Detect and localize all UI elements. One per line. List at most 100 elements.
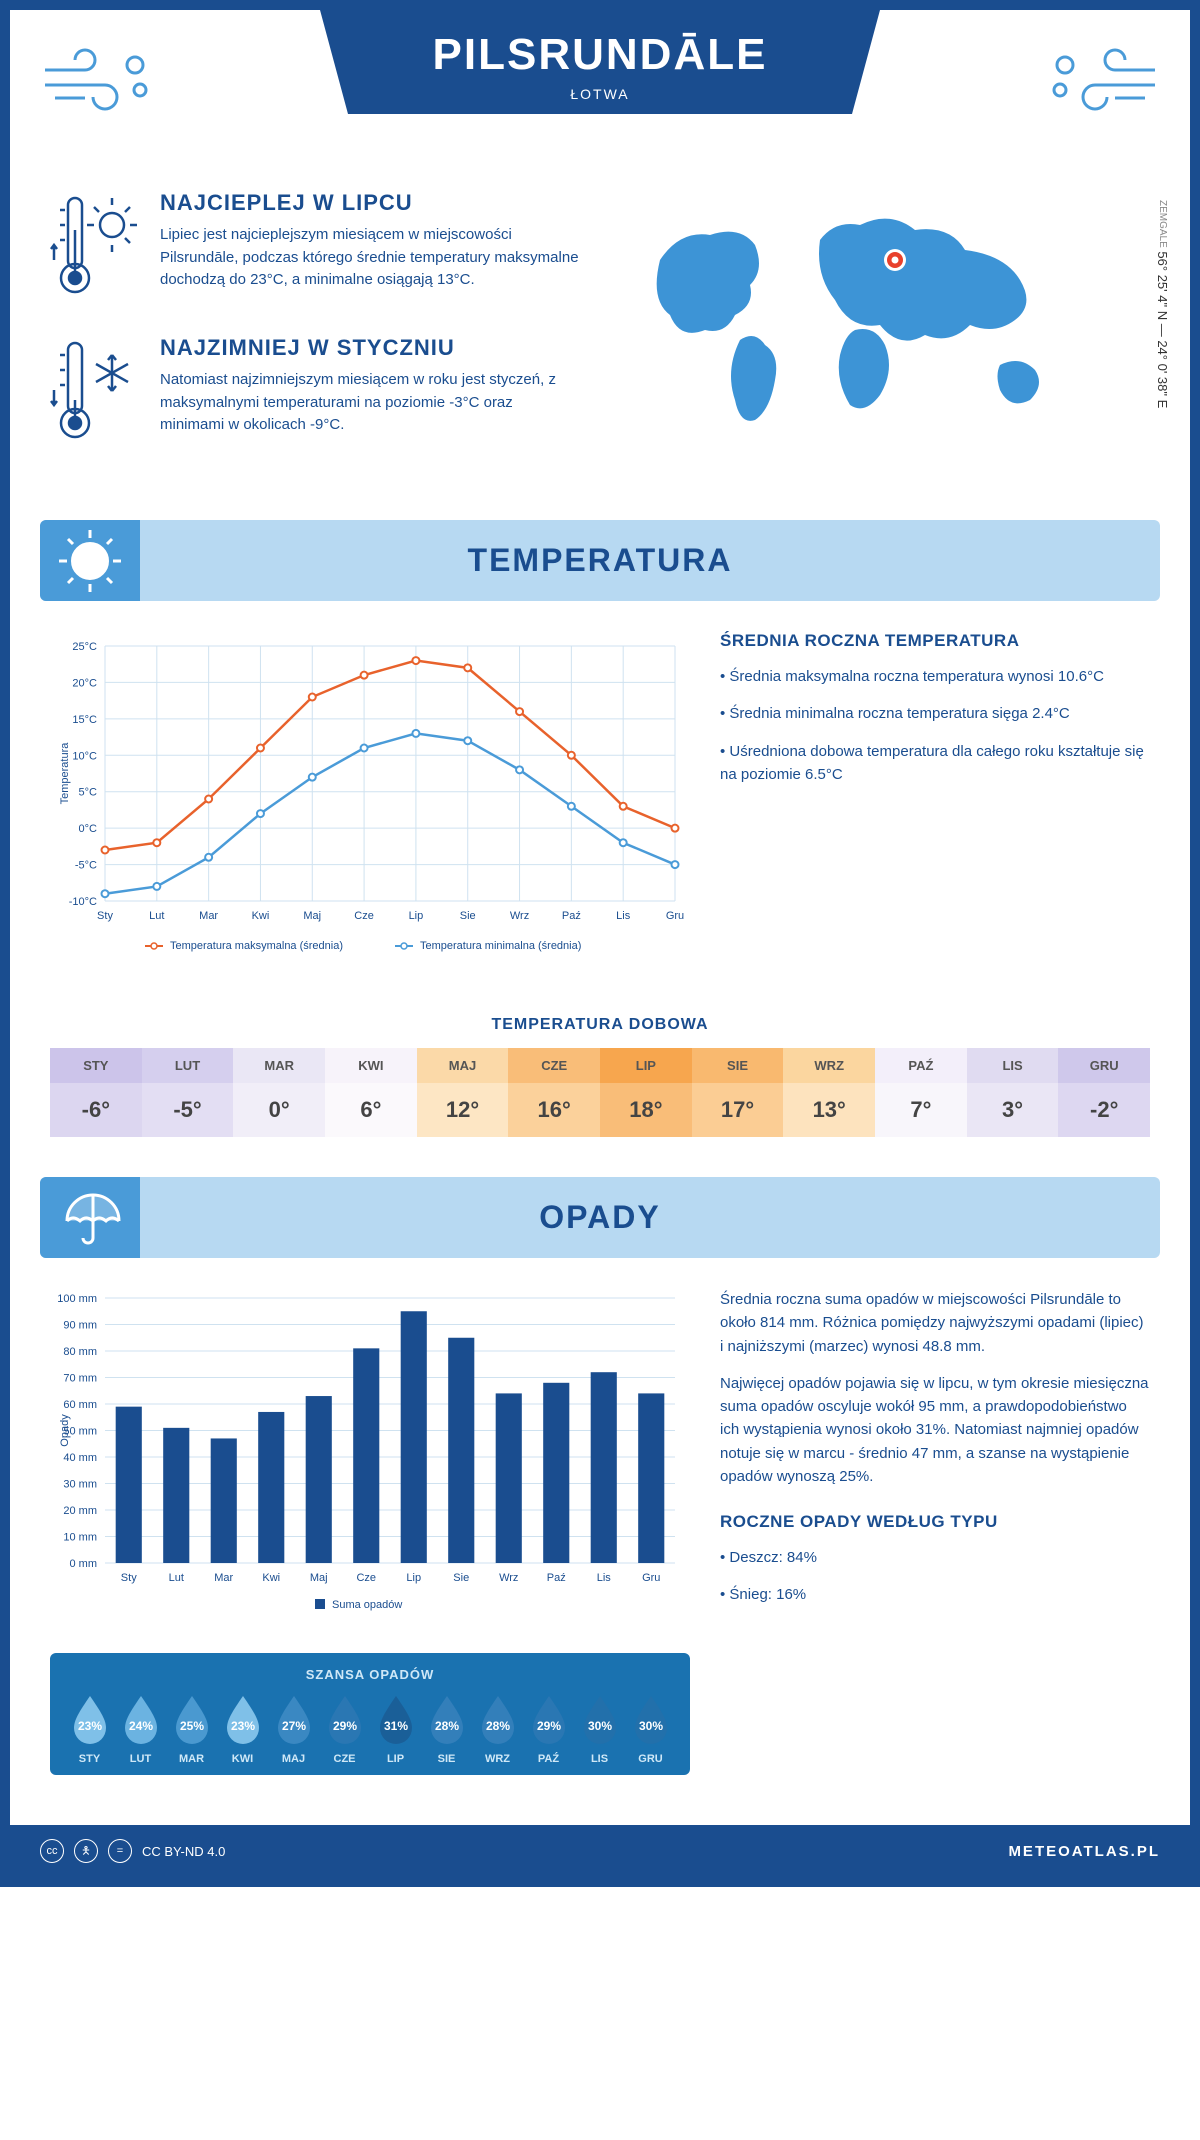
- svg-text:23%: 23%: [230, 1719, 254, 1733]
- svg-text:27%: 27%: [281, 1719, 305, 1733]
- daily-cell: MAR0°: [233, 1048, 325, 1137]
- fact-cold-title: NAJZIMNIEJ W STYCZNIU: [160, 335, 580, 361]
- daily-cell: STY-6°: [50, 1048, 142, 1137]
- fact-cold-text: Natomiast najzimniejszym miesiącem w rok…: [160, 369, 580, 437]
- svg-text:24%: 24%: [128, 1719, 152, 1733]
- daily-cell: KWI6°: [325, 1048, 417, 1137]
- chance-drop: 31%LIP: [370, 1692, 421, 1765]
- svg-text:Lut: Lut: [169, 1572, 184, 1584]
- svg-text:20 mm: 20 mm: [63, 1505, 97, 1517]
- svg-text:30%: 30%: [638, 1719, 662, 1733]
- svg-text:Sie: Sie: [453, 1572, 469, 1584]
- svg-text:80 mm: 80 mm: [63, 1346, 97, 1358]
- chance-drop: 25%MAR: [166, 1692, 217, 1765]
- svg-text:Sty: Sty: [121, 1572, 137, 1584]
- svg-text:Sie: Sie: [460, 910, 476, 922]
- temp-avg-title: ŚREDNIA ROCZNA TEMPERATURA: [720, 631, 1150, 651]
- svg-text:31%: 31%: [383, 1719, 407, 1733]
- svg-text:30 mm: 30 mm: [63, 1479, 97, 1491]
- sun-icon: [40, 520, 140, 601]
- svg-text:Lut: Lut: [149, 910, 164, 922]
- svg-text:10 mm: 10 mm: [63, 1532, 97, 1544]
- chance-drop: 27%MAJ: [268, 1692, 319, 1765]
- license-text: CC BY-ND 4.0: [142, 1844, 225, 1859]
- svg-text:100 mm: 100 mm: [57, 1293, 97, 1305]
- fact-hot-text: Lipiec jest najcieplejszym miesiącem w m…: [160, 224, 580, 292]
- daily-cell: GRU-2°: [1058, 1048, 1150, 1137]
- precip-chance-box: SZANSA OPADÓW 23%STY24%LUT25%MAR23%KWI27…: [50, 1653, 690, 1775]
- section-temp-title: TEMPERATURA: [40, 542, 1160, 579]
- svg-text:70 mm: 70 mm: [63, 1373, 97, 1385]
- svg-text:Maj: Maj: [310, 1572, 328, 1584]
- svg-text:29%: 29%: [332, 1719, 356, 1733]
- svg-text:23%: 23%: [77, 1719, 101, 1733]
- temperature-chart: -10°C-5°C0°C5°C10°C15°C20°C25°CStyLutMar…: [50, 631, 690, 971]
- daily-cell: CZE16°: [508, 1048, 600, 1137]
- svg-text:Mar: Mar: [214, 1572, 233, 1584]
- svg-text:Suma opadów: Suma opadów: [332, 1599, 402, 1611]
- svg-text:15°C: 15°C: [72, 714, 97, 726]
- chance-drop: 30%GRU: [625, 1692, 676, 1765]
- footer: cc 🯅 = CC BY-ND 4.0 METEOATLAS.PL: [10, 1825, 1190, 1877]
- svg-text:Temperatura maksymalna (średni: Temperatura maksymalna (średnia): [170, 940, 343, 952]
- precip-type-rain: • Deszcz: 84%: [720, 1546, 1150, 1569]
- section-temperature-banner: TEMPERATURA: [40, 520, 1160, 601]
- chance-drop: 23%STY: [64, 1692, 115, 1765]
- svg-text:28%: 28%: [434, 1719, 458, 1733]
- precip-para-1: Średnia roczna suma opadów w miejscowośc…: [720, 1288, 1150, 1358]
- world-map: [620, 190, 1100, 450]
- daily-cell: WRZ13°: [783, 1048, 875, 1137]
- nd-icon: =: [108, 1839, 132, 1863]
- temp-bullet-1: • Średnia maksymalna roczna temperatura …: [720, 665, 1150, 688]
- svg-text:Lip: Lip: [409, 910, 424, 922]
- thermometer-sun-icon: [50, 190, 140, 305]
- svg-text:Gru: Gru: [666, 910, 684, 922]
- precipitation-chart: 0 mm10 mm20 mm30 mm40 mm50 mm60 mm70 mm8…: [50, 1288, 690, 1628]
- temp-bullet-3: • Uśredniona dobowa temperatura dla całe…: [720, 740, 1150, 787]
- svg-text:Paź: Paź: [562, 910, 581, 922]
- svg-text:Kwi: Kwi: [252, 910, 270, 922]
- svg-text:-5°C: -5°C: [75, 860, 97, 872]
- svg-text:29%: 29%: [536, 1719, 560, 1733]
- chance-drop: 30%LIS: [574, 1692, 625, 1765]
- daily-cell: LIS3°: [967, 1048, 1059, 1137]
- svg-text:Sty: Sty: [97, 910, 113, 922]
- section-precip-title: OPADY: [40, 1199, 1160, 1236]
- svg-text:5°C: 5°C: [79, 787, 98, 799]
- svg-text:10°C: 10°C: [72, 750, 97, 762]
- svg-text:Temperatura minimalna (średnia: Temperatura minimalna (średnia): [420, 940, 581, 952]
- chance-title: SZANSA OPADÓW: [64, 1667, 676, 1682]
- daily-temp-table: STY-6°LUT-5°MAR0°KWI6°MAJ12°CZE16°LIP18°…: [50, 1048, 1150, 1137]
- svg-text:Cze: Cze: [354, 910, 374, 922]
- fact-hot-title: NAJCIEPLEJ W LIPCU: [160, 190, 580, 216]
- svg-text:Lis: Lis: [597, 1572, 612, 1584]
- daily-cell: SIE17°: [692, 1048, 784, 1137]
- svg-text:40 mm: 40 mm: [63, 1452, 97, 1464]
- svg-text:Lis: Lis: [616, 910, 631, 922]
- svg-text:20°C: 20°C: [72, 677, 97, 689]
- cc-icon: cc: [40, 1839, 64, 1863]
- svg-text:Kwi: Kwi: [262, 1572, 280, 1584]
- precip-type-snow: • Śnieg: 16%: [720, 1583, 1150, 1606]
- site-name: METEOATLAS.PL: [1008, 1843, 1160, 1860]
- daily-cell: MAJ12°: [417, 1048, 509, 1137]
- svg-text:-10°C: -10°C: [69, 896, 97, 908]
- svg-text:Temperatura: Temperatura: [59, 742, 71, 805]
- chance-drop: 29%CZE: [319, 1692, 370, 1765]
- svg-text:30%: 30%: [587, 1719, 611, 1733]
- svg-text:90 mm: 90 mm: [63, 1320, 97, 1332]
- fact-hottest: NAJCIEPLEJ W LIPCU Lipiec jest najcieple…: [50, 190, 580, 305]
- precip-para-2: Najwięcej opadów pojawia się w lipcu, w …: [720, 1372, 1150, 1488]
- header: PILSRUNDĀLE ŁOTWA: [10, 10, 1190, 170]
- svg-text:Maj: Maj: [303, 910, 321, 922]
- svg-text:0 mm: 0 mm: [70, 1558, 98, 1570]
- page-title: PILSRUNDĀLE: [380, 30, 820, 80]
- daily-cell: LUT-5°: [142, 1048, 234, 1137]
- coords-value: 56° 25' 4" N — 24° 0' 38" E: [1155, 251, 1170, 408]
- section-precip-banner: OPADY: [40, 1177, 1160, 1258]
- chance-drop: 24%LUT: [115, 1692, 166, 1765]
- daily-cell: PAŹ7°: [875, 1048, 967, 1137]
- svg-text:0°C: 0°C: [79, 823, 98, 835]
- precip-type-title: ROCZNE OPADY WEDŁUG TYPU: [720, 1512, 1150, 1532]
- svg-text:Gru: Gru: [642, 1572, 660, 1584]
